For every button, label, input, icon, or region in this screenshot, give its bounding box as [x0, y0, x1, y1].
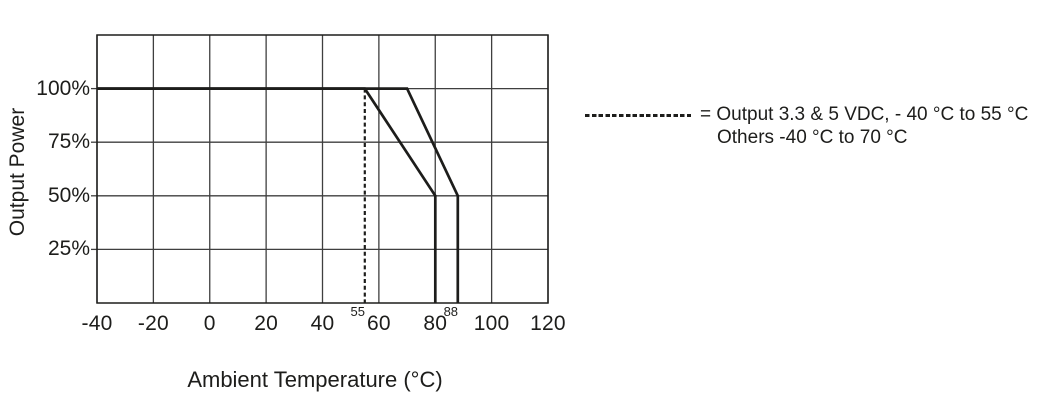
legend-line2: Others -40 °C to 70 °C: [717, 127, 908, 148]
x-minor-label: 88: [443, 304, 459, 319]
x-tick-label: -20: [137, 312, 169, 335]
dashed-line-sample: [585, 114, 691, 117]
y-tick-label: 100%: [36, 76, 90, 100]
x-tick-label: 120: [530, 312, 566, 335]
x-tick-label: -40: [81, 312, 113, 335]
y-tick-label: 50%: [47, 183, 90, 207]
x-axis-title: Ambient Temperature (°C): [187, 367, 443, 392]
series-others-derating: [97, 87, 460, 303]
legend-equals-sign: =: [700, 104, 712, 125]
y-axis-title: Output Power: [6, 107, 29, 237]
x-minor-label: 55: [350, 304, 366, 319]
x-tick-label: 80: [423, 312, 448, 335]
y-tick-label: 75%: [47, 130, 90, 154]
x-tick-label: 60: [366, 312, 391, 335]
x-tick-label: 0: [203, 312, 216, 335]
x-tick-label: 40: [310, 312, 335, 335]
x-tick-label: 100: [473, 312, 510, 335]
legend-line1-row: = Output 3.3 & 5 VDC, - 40 °C to 55 °C: [700, 103, 1028, 126]
y-tick-label: 25%: [47, 237, 90, 261]
legend-line1: Output 3.3 & 5 VDC, - 40 °C to 55 °C: [716, 104, 1029, 125]
legend-text: = Output 3.3 & 5 VDC, - 40 °C to 55 °C O…: [700, 103, 1028, 149]
legend: = Output 3.3 & 5 VDC, - 40 °C to 55 °C O…: [585, 103, 1028, 149]
plot-border: [96, 34, 549, 304]
x-tick-label: 20: [254, 312, 278, 335]
